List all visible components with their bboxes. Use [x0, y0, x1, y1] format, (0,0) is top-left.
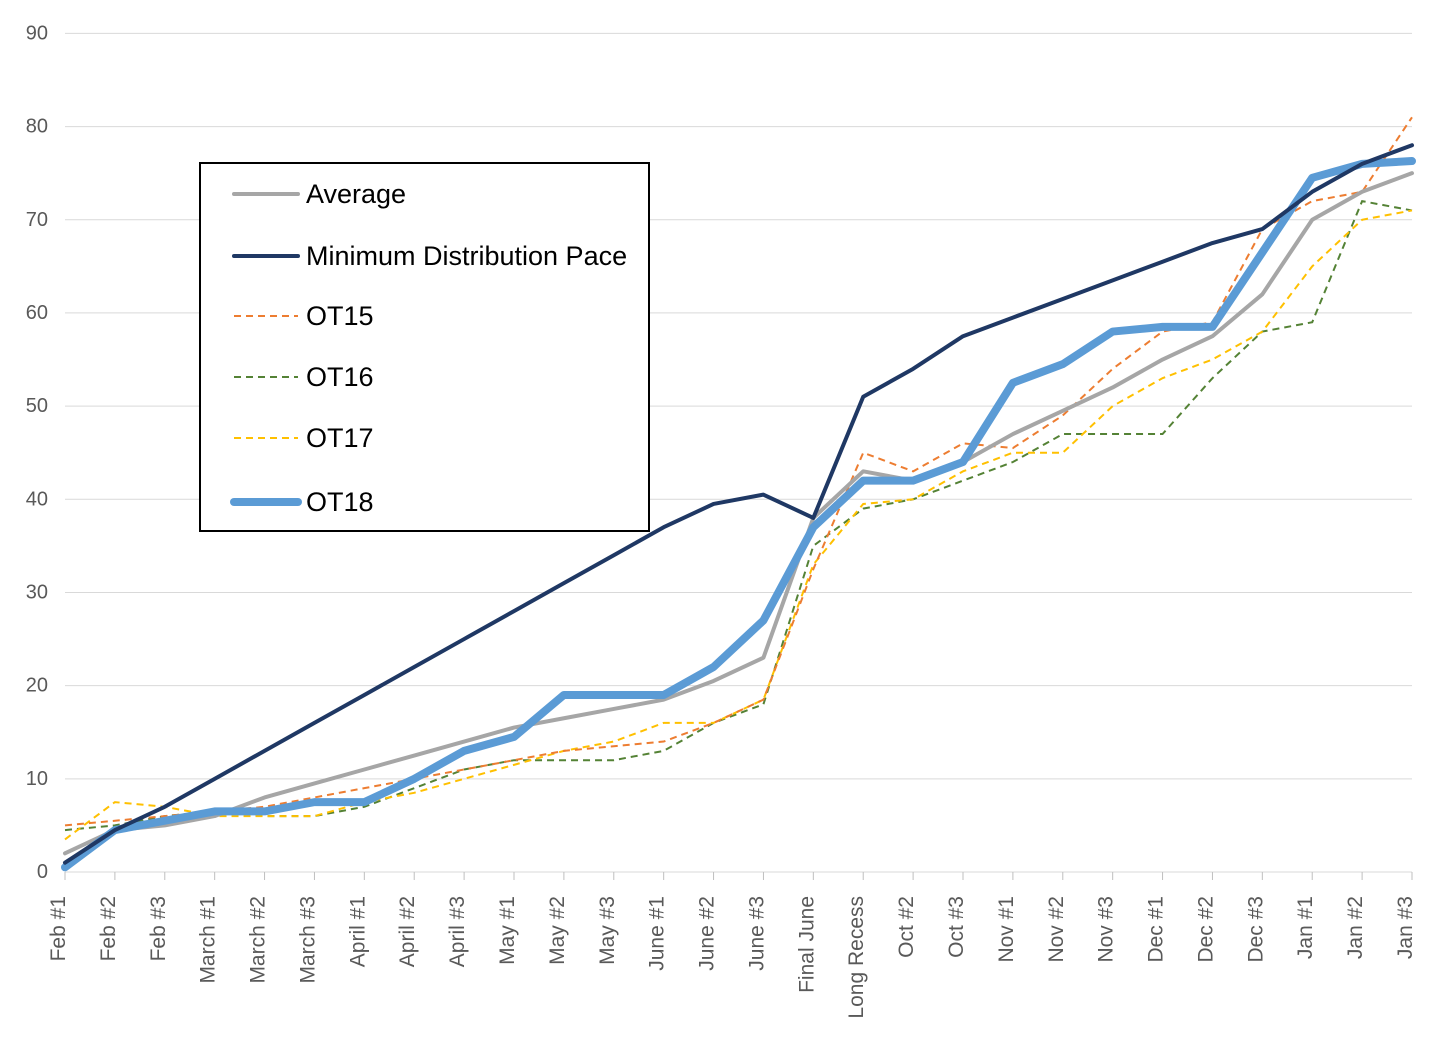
svg-text:March #2: March #2	[247, 896, 270, 984]
svg-text:Final June: Final June	[795, 896, 818, 993]
svg-text:20: 20	[26, 675, 48, 697]
svg-text:OT16: OT16	[306, 362, 374, 392]
svg-text:30: 30	[26, 581, 48, 603]
svg-text:April #2: April #2	[396, 896, 419, 967]
svg-text:70: 70	[26, 209, 48, 231]
svg-text:April #1: April #1	[346, 896, 369, 967]
svg-text:Jan #2: Jan #2	[1344, 896, 1367, 959]
svg-text:March #1: March #1	[197, 896, 220, 984]
svg-text:Feb #2: Feb #2	[97, 896, 120, 961]
svg-text:Nov #3: Nov #3	[1095, 896, 1118, 963]
svg-text:OT15: OT15	[306, 301, 374, 331]
svg-text:May #1: May #1	[496, 896, 519, 965]
svg-text:90: 90	[26, 22, 48, 44]
svg-text:Dec #3: Dec #3	[1244, 896, 1267, 963]
svg-text:Long Recess: Long Recess	[845, 896, 868, 1019]
svg-text:May #2: May #2	[546, 896, 569, 965]
svg-text:Minimum Distribution Pace: Minimum Distribution Pace	[306, 241, 627, 271]
svg-text:40: 40	[26, 488, 48, 510]
svg-text:Nov #2: Nov #2	[1045, 896, 1068, 963]
svg-text:Jan #3: Jan #3	[1394, 896, 1417, 959]
svg-text:Oct #2: Oct #2	[895, 896, 918, 958]
svg-text:Feb #1: Feb #1	[47, 896, 70, 961]
svg-text:10: 10	[26, 768, 48, 790]
svg-text:Dec #1: Dec #1	[1145, 896, 1168, 963]
svg-text:0: 0	[37, 861, 48, 883]
svg-text:June #1: June #1	[646, 896, 669, 971]
svg-text:Dec #2: Dec #2	[1194, 896, 1217, 963]
svg-text:Feb #3: Feb #3	[147, 896, 170, 961]
svg-text:Jan #1: Jan #1	[1294, 896, 1317, 959]
svg-text:OT17: OT17	[306, 423, 374, 453]
svg-text:April #3: April #3	[446, 896, 469, 967]
svg-text:March #3: March #3	[296, 896, 319, 984]
svg-text:Average: Average	[306, 179, 406, 209]
svg-text:May #3: May #3	[596, 896, 619, 965]
svg-text:80: 80	[26, 116, 48, 138]
svg-text:June #2: June #2	[696, 896, 719, 971]
svg-text:60: 60	[26, 302, 48, 324]
svg-text:Nov #1: Nov #1	[995, 896, 1018, 963]
svg-text:June #3: June #3	[745, 896, 768, 971]
svg-text:OT18: OT18	[306, 487, 374, 517]
svg-text:Oct #3: Oct #3	[945, 896, 968, 958]
svg-text:50: 50	[26, 395, 48, 417]
